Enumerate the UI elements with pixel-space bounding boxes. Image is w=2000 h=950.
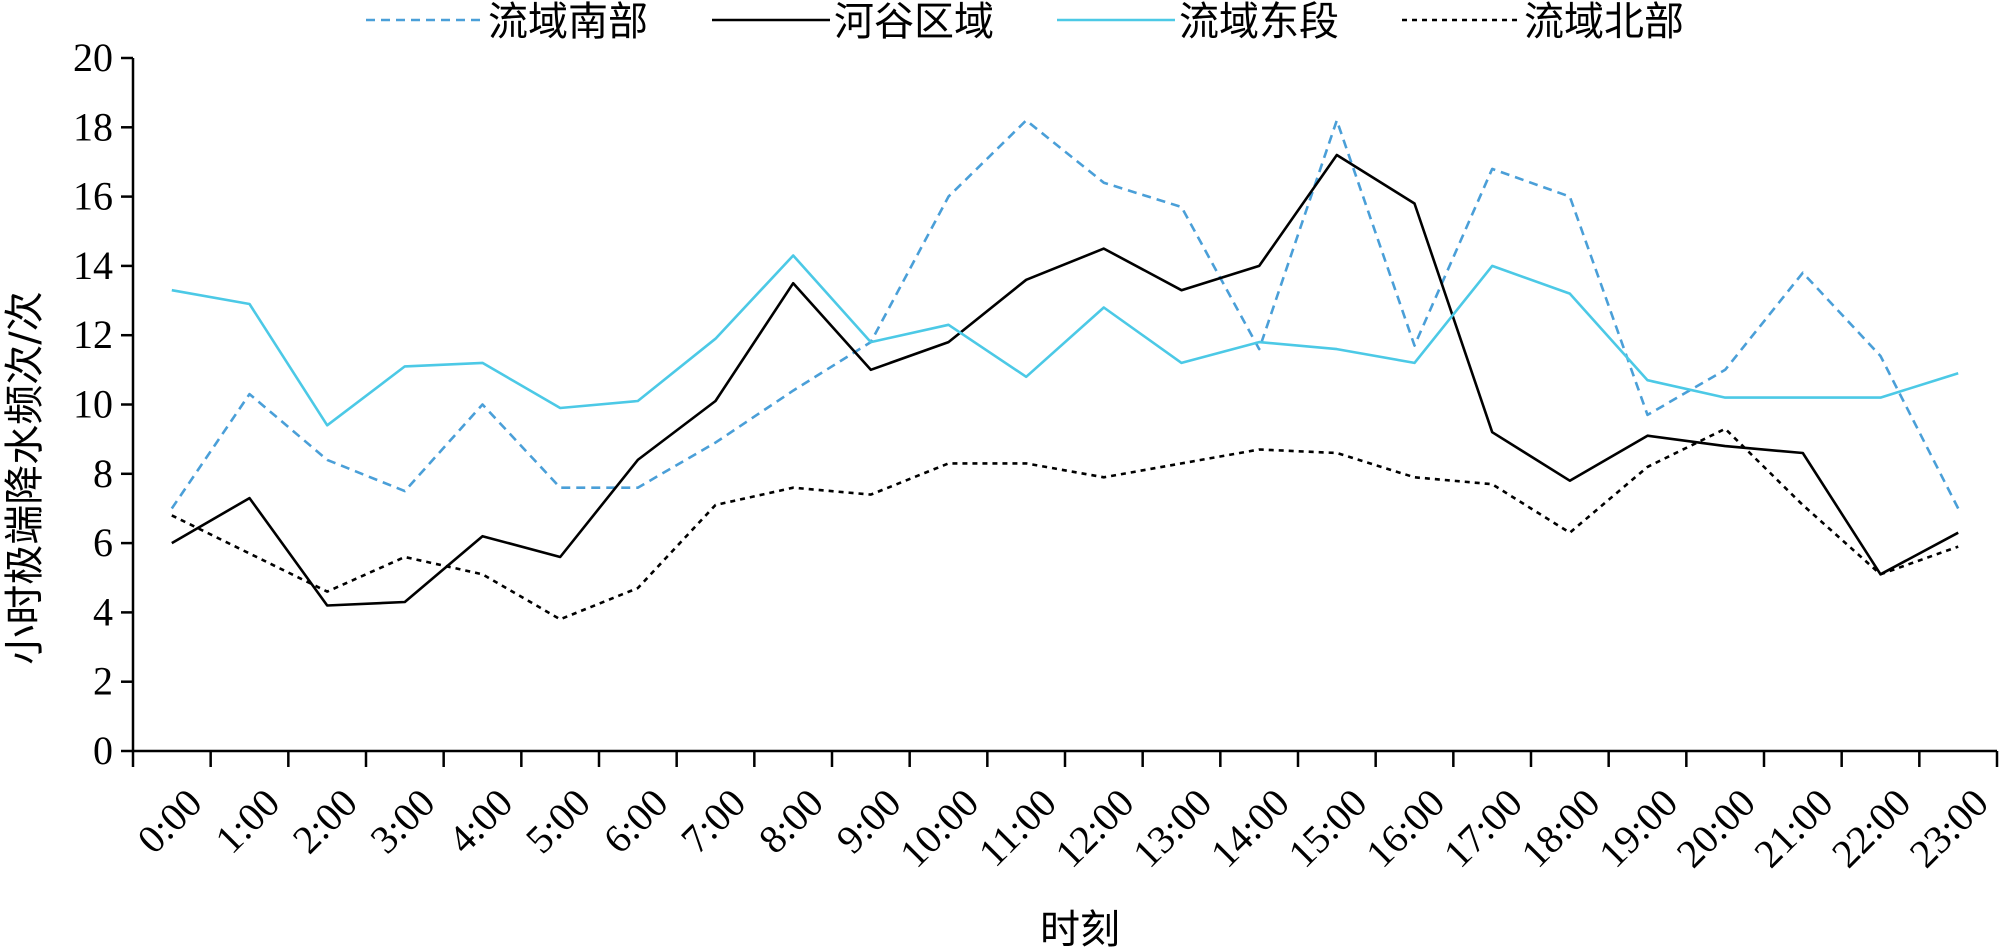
y-tick-label: 14	[73, 243, 113, 288]
x-tick-label: 5:00	[517, 780, 599, 862]
x-tick-label: 20:00	[1668, 780, 1764, 876]
x-tick-label: 17:00	[1435, 780, 1531, 876]
y-axis: 0 2 4 6 8 10 12 14 16 18 20	[73, 35, 135, 773]
x-tick-label: 22:00	[1823, 780, 1919, 876]
series-line-4	[171, 427, 1959, 621]
y-tick-label: 20	[73, 35, 113, 80]
x-tick-label: 14:00	[1202, 780, 1298, 876]
y-tick-label: 0	[93, 728, 113, 773]
y-tick-label: 18	[73, 104, 113, 149]
y-tick-label: 6	[93, 520, 113, 565]
x-tick-label: 16:00	[1357, 780, 1453, 876]
x-axis-title: 时刻	[1040, 907, 1120, 950]
legend-label: 流域北部	[1524, 0, 1684, 45]
x-tick-label: 7:00	[672, 780, 754, 862]
series-line-3	[171, 254, 1959, 427]
y-axis-title: 小时极端降水频次/次	[2, 291, 48, 664]
legend-label: 河谷区域	[834, 0, 994, 45]
x-tick-label: 21:00	[1745, 780, 1841, 876]
x-tick-label: 13:00	[1124, 780, 1220, 876]
y-tick-label: 10	[73, 382, 113, 427]
y-tick-label: 16	[73, 174, 113, 219]
x-tick-label: 8:00	[750, 780, 832, 862]
legend-label: 流域南部	[488, 0, 648, 45]
x-tick-label: 15:00	[1279, 780, 1375, 876]
plot-area	[170, 119, 1960, 621]
y-tick-label: 12	[73, 312, 113, 357]
legend: 流域南部 河谷区域 流域东段 流域北部	[366, 0, 1684, 45]
y-tick-label: 4	[93, 589, 113, 634]
y-tick-label: 8	[93, 451, 113, 496]
x-tick-label: 3:00	[361, 780, 443, 862]
x-tick-label: 0:00	[128, 780, 210, 862]
x-tick-label: 11:00	[970, 780, 1065, 875]
x-axis: 0:001:002:003:004:005:006:007:008:009:00…	[128, 749, 1999, 876]
legend-label: 流域东段	[1179, 0, 1339, 45]
series-line-1	[170, 119, 1960, 510]
x-tick-label: 12:00	[1046, 780, 1142, 876]
x-tick-label: 18:00	[1512, 780, 1608, 876]
x-tick-label: 1:00	[206, 780, 288, 862]
y-tick-label: 2	[93, 659, 113, 704]
x-tick-label: 23:00	[1901, 780, 1997, 876]
x-tick-label: 4:00	[439, 780, 521, 862]
x-tick-label: 2:00	[284, 780, 366, 862]
x-tick-label: 19:00	[1590, 780, 1686, 876]
series-line-2	[171, 153, 1959, 607]
x-tick-label: 10:00	[891, 780, 987, 876]
x-tick-label: 6:00	[594, 780, 676, 862]
